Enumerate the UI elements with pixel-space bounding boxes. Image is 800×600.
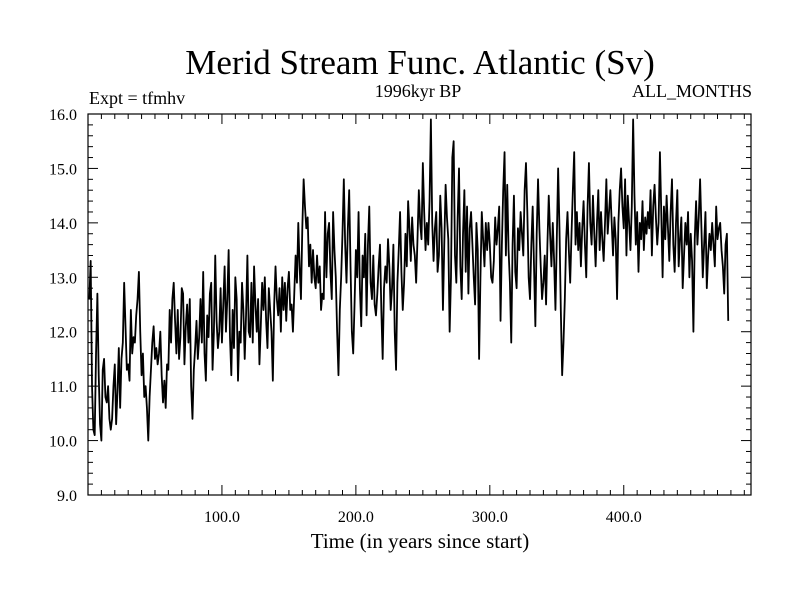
axis-ticks: 100.0 200.0 300.0 400.0 9.0 10.0 11.0 12.0 13.0 1… — [49, 107, 751, 526]
experiment-label: Expt = tfmhv — [89, 88, 185, 108]
x-tick-label: 100.0 — [204, 509, 240, 526]
x-axis-label: Time (in years since start) — [311, 529, 530, 553]
y-tick-label: 15.0 — [49, 161, 77, 178]
chart-title: Merid Stream Func. Atlantic (Sv) — [185, 43, 655, 82]
y-tick-label: 14.0 — [49, 216, 77, 233]
y-tick-label: 11.0 — [50, 379, 77, 396]
plot-frame — [87, 113, 752, 496]
months-label: ALL_MONTHS — [632, 81, 752, 101]
y-tick-label: 9.0 — [57, 488, 77, 505]
y-tick-label: 16.0 — [49, 107, 77, 124]
x-tick-label: 200.0 — [338, 509, 374, 526]
x-tick-label: 400.0 — [606, 509, 642, 526]
chart-subtitle: 1996kyr BP — [375, 81, 462, 101]
y-tick-label: 13.0 — [49, 270, 77, 287]
plot-content — [88, 118, 730, 442]
y-tick-label: 12.0 — [49, 325, 77, 342]
x-tick-label: 300.0 — [472, 509, 508, 526]
series-line-0 — [88, 118, 730, 442]
y-tick-label: 10.0 — [49, 434, 77, 451]
